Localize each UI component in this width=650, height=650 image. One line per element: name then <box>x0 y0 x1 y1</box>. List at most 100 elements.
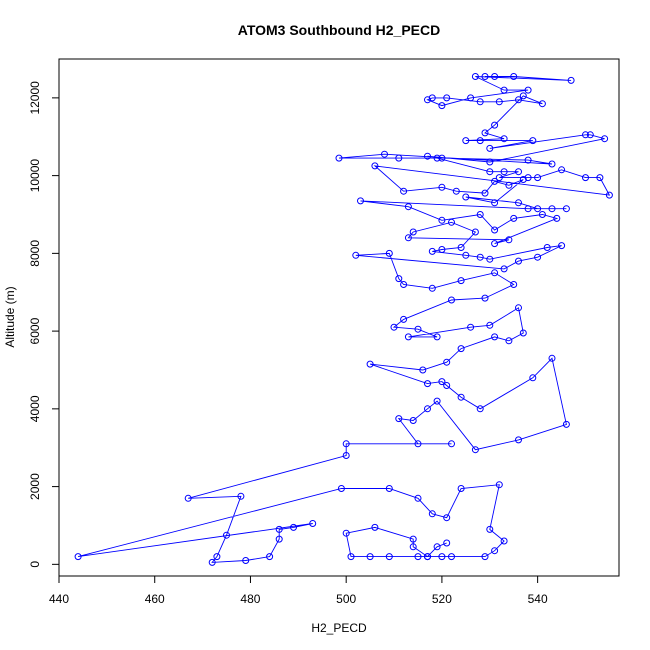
data-point <box>443 539 451 547</box>
data-point <box>467 323 475 331</box>
data-point <box>505 181 513 189</box>
y-tick-label: 6000 <box>28 317 42 344</box>
data-point <box>342 529 350 537</box>
y-tick-label: 0 <box>28 561 42 568</box>
data-point <box>534 253 542 261</box>
data-point <box>371 162 379 170</box>
data-point <box>433 397 441 405</box>
data-point <box>500 135 508 143</box>
data-point <box>495 98 503 106</box>
data-point <box>400 187 408 195</box>
data-point <box>438 102 446 110</box>
data-point <box>357 197 364 205</box>
x-tick-label: 440 <box>49 592 69 606</box>
data-point <box>275 525 283 533</box>
data-point <box>404 203 412 211</box>
data-point <box>237 492 245 500</box>
data-point <box>457 485 465 492</box>
y-tick-label: 12000 <box>28 81 42 115</box>
data-point <box>404 333 412 341</box>
data-point <box>208 558 216 566</box>
y-tick-label: 8000 <box>28 240 42 267</box>
data-point <box>457 277 465 285</box>
data-point <box>481 553 489 561</box>
data-point <box>266 553 274 561</box>
x-axis-label: H2_PECD <box>311 621 367 635</box>
data-point <box>433 154 441 162</box>
data-point <box>424 405 431 413</box>
data-point <box>395 154 403 162</box>
y-axis-label: Altitude (m) <box>3 286 17 347</box>
data-point <box>524 86 532 94</box>
data-point <box>548 160 556 168</box>
data-point <box>491 177 499 185</box>
data-point <box>428 510 436 518</box>
data-point <box>481 129 489 137</box>
data-series <box>74 73 613 566</box>
data-point <box>548 354 556 362</box>
data-point <box>519 92 527 100</box>
data-point <box>395 275 403 283</box>
data-point <box>476 405 484 413</box>
data-point <box>462 251 470 259</box>
data-point <box>448 553 455 561</box>
data-point <box>500 86 508 94</box>
data-point <box>486 158 494 166</box>
data-point <box>519 176 527 183</box>
data-point <box>223 531 230 539</box>
data-point <box>390 323 398 331</box>
data-point <box>515 436 522 444</box>
data-point <box>510 214 518 222</box>
data-point <box>529 137 537 145</box>
data-point <box>491 199 499 207</box>
data-point <box>491 333 499 341</box>
data-point <box>491 547 499 555</box>
data-point <box>486 144 494 152</box>
data-point <box>524 174 532 182</box>
data-point <box>366 553 374 561</box>
data-point <box>491 121 499 129</box>
data-point <box>438 216 446 224</box>
x-tick-label: 460 <box>145 592 165 606</box>
data-point <box>553 214 561 222</box>
data-point <box>491 226 499 234</box>
data-point <box>486 525 494 533</box>
data-point <box>510 73 518 80</box>
data-point <box>519 329 527 337</box>
data-point <box>515 96 522 104</box>
data-point <box>409 543 417 551</box>
data-point <box>404 234 412 242</box>
y-axis: 0 2000 4000 6000 8000 10000 12000 <box>28 81 60 568</box>
data-point <box>414 553 422 561</box>
data-point <box>395 415 403 423</box>
data-point <box>443 514 451 522</box>
data-point <box>524 205 532 213</box>
data-point <box>400 281 408 288</box>
data-point <box>486 168 494 176</box>
data-point <box>438 183 446 191</box>
data-point <box>385 485 393 492</box>
data-point <box>342 440 350 448</box>
data-point <box>481 189 489 197</box>
data-point <box>443 94 451 102</box>
data-point <box>385 249 393 257</box>
data-point <box>184 494 192 502</box>
data-point <box>601 135 609 143</box>
data-point <box>275 535 283 543</box>
data-point <box>428 284 436 292</box>
data-point <box>481 294 489 302</box>
data-point <box>385 553 393 561</box>
data-point <box>582 174 589 182</box>
data-point <box>428 247 436 255</box>
data-point <box>409 417 417 424</box>
data-point <box>309 520 317 527</box>
data-point <box>486 321 494 329</box>
y-tick-label: 2000 <box>28 473 42 500</box>
data-point <box>582 131 589 139</box>
data-point <box>213 553 221 561</box>
data-point <box>467 94 475 102</box>
data-point <box>481 73 489 80</box>
data-point <box>428 94 436 102</box>
data-point <box>534 205 542 213</box>
